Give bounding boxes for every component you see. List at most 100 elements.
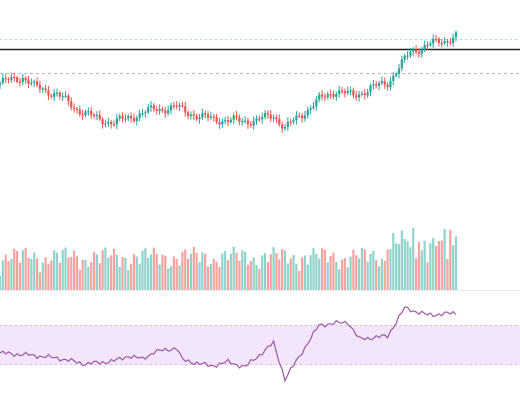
volume-bar [266, 262, 269, 290]
volume-bar [423, 240, 426, 290]
candle-body [326, 94, 329, 98]
volume-bar [38, 272, 41, 290]
candle-body [132, 118, 136, 122]
candle-body [292, 120, 295, 122]
volume-bar [343, 258, 346, 290]
volume-bar [209, 263, 212, 290]
candle-body [309, 108, 312, 110]
volume-bar [389, 249, 392, 290]
candle-body [303, 115, 307, 119]
volume-bar [132, 254, 136, 290]
volume-bar [272, 247, 275, 290]
candle-body [115, 118, 118, 125]
volume-bar [235, 252, 238, 290]
volume-bar [101, 250, 104, 290]
volume-bar [110, 255, 113, 290]
volume-bar [449, 229, 452, 290]
candle-body [112, 124, 116, 126]
volume-bar [152, 247, 155, 290]
volume-bar [278, 259, 281, 290]
volume-bar [7, 261, 10, 290]
volume-bar [64, 247, 67, 290]
volume-bar [90, 262, 93, 290]
volume-bar [292, 254, 295, 290]
candle-body [415, 49, 418, 53]
candle-body [161, 108, 164, 111]
volume-bar [363, 249, 366, 290]
volume-bar [115, 254, 118, 290]
candle-body [1, 77, 4, 83]
candle-body [323, 96, 326, 98]
candle-body [275, 117, 278, 120]
volume-bar [172, 256, 175, 290]
candle-body [130, 116, 133, 119]
volume-bar [189, 253, 193, 290]
candle-body [141, 113, 144, 115]
volume-bar [175, 259, 178, 290]
volume-bar [0, 275, 2, 290]
volume-bar [375, 260, 378, 290]
volume-bar [303, 255, 307, 290]
candle-body [261, 117, 264, 120]
candle-body [360, 93, 364, 95]
candle-body [124, 118, 127, 120]
volume-bar [147, 257, 150, 290]
candle-body [266, 113, 269, 115]
candle-body [84, 111, 87, 116]
volume-bar [229, 253, 232, 290]
volume-bar [138, 264, 141, 290]
candle-body [417, 52, 421, 54]
candle-body [209, 116, 212, 118]
candle-body [50, 95, 53, 97]
candle-body [53, 93, 56, 97]
volume-bar [118, 266, 121, 290]
candle-body [372, 84, 375, 86]
volume-bar [224, 251, 227, 290]
candle-body [127, 116, 130, 119]
volume-bar [383, 260, 386, 290]
volume-bar [73, 250, 76, 290]
candle-body [363, 93, 366, 96]
volume-bar [21, 250, 24, 290]
candle-body [67, 95, 70, 102]
candle-body [44, 88, 47, 91]
candle-body [198, 117, 201, 120]
candle-body [152, 105, 155, 110]
candle-body [426, 44, 429, 47]
volume-bar [167, 268, 170, 290]
volume-bar [335, 261, 338, 290]
candle-body [403, 55, 406, 60]
volume-bar [417, 242, 421, 290]
candle-body [87, 111, 90, 113]
candle-body [155, 109, 158, 111]
candle-body [135, 117, 138, 122]
volume-bar [315, 253, 318, 290]
volume-bar [397, 243, 401, 290]
volume-bar [263, 253, 267, 290]
candle-body [35, 81, 39, 85]
candle-body [201, 113, 204, 118]
candle-body [7, 78, 10, 81]
volume-bar [349, 256, 352, 290]
candle-body [167, 110, 170, 114]
volume-bar [187, 258, 190, 290]
volume-bar [98, 263, 101, 290]
volume-bar [369, 254, 372, 290]
volume-bar [206, 266, 210, 290]
candle-body [189, 114, 193, 116]
volume-bar [360, 247, 364, 290]
candle-body [352, 90, 355, 96]
volume-bar [440, 240, 443, 290]
volume-bar [301, 257, 304, 290]
volume-bar [53, 250, 56, 290]
volume-bar [58, 262, 61, 290]
candle-body [226, 120, 230, 123]
candle-body [332, 94, 335, 97]
candle-body [298, 115, 301, 117]
candle-body [255, 118, 258, 122]
candle-body [329, 94, 332, 96]
volume-bar [318, 258, 321, 290]
rsi-band [0, 325, 520, 365]
candle-body [118, 116, 121, 119]
candle-body [147, 107, 150, 113]
